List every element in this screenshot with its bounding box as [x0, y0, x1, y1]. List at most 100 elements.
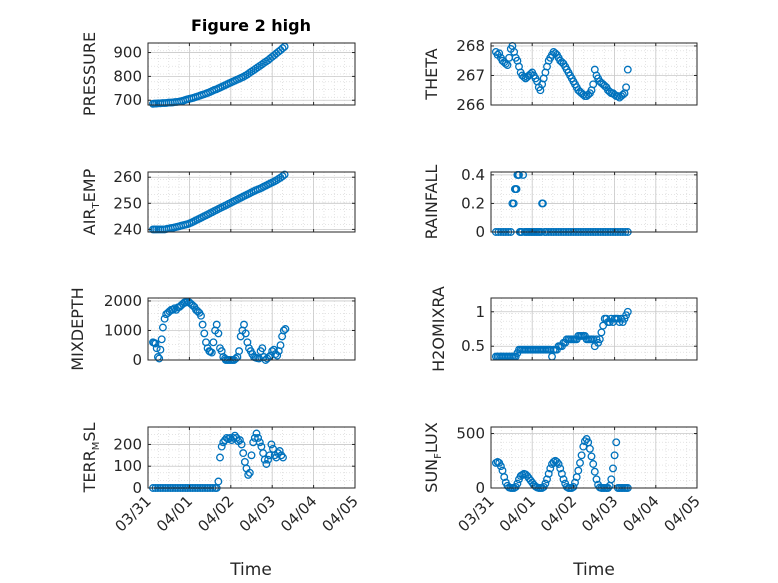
data-point	[554, 460, 563, 468]
data-point	[610, 451, 619, 460]
data-point	[230, 431, 239, 440]
data-point	[609, 464, 617, 473]
grid	[147, 43, 356, 105]
axes-box	[490, 42, 698, 106]
data-point	[224, 435, 233, 443]
grid	[490, 172, 698, 233]
data-point	[512, 185, 521, 194]
data-point	[559, 475, 568, 484]
data-point	[579, 442, 588, 451]
data-point	[200, 329, 209, 338]
data-point	[505, 53, 514, 62]
data-point	[589, 460, 598, 468]
y-tick-label: 0.5	[461, 337, 485, 355]
data-point	[597, 328, 606, 337]
data-point	[500, 473, 509, 482]
data-point	[151, 339, 160, 348]
data-point	[580, 437, 589, 446]
data-points	[149, 429, 287, 492]
y-axis-label: RAINFALL	[422, 165, 441, 240]
data-point	[254, 433, 263, 442]
y-tick-label: 200	[113, 435, 142, 453]
data-point	[574, 466, 583, 475]
data-point	[198, 320, 207, 329]
data-points	[149, 170, 289, 234]
data-point	[592, 475, 601, 484]
data-point	[513, 479, 522, 488]
axes-box	[147, 171, 356, 233]
data-point	[281, 325, 290, 333]
data-point	[623, 65, 632, 74]
axes-box	[147, 426, 356, 489]
data-point	[239, 449, 248, 458]
data-point	[276, 341, 285, 350]
x-axis-label-right: Time	[572, 560, 615, 580]
data-point	[556, 464, 565, 473]
data-point	[250, 433, 259, 442]
data-point	[589, 80, 598, 89]
data-point	[235, 347, 244, 356]
data-point	[541, 479, 550, 488]
grid	[147, 298, 356, 361]
data-point	[216, 453, 224, 462]
data-point	[214, 477, 223, 486]
data-point	[265, 451, 274, 460]
figure-title: Figure 2 high	[191, 16, 311, 35]
data-point	[587, 452, 596, 461]
data-point	[277, 451, 286, 460]
x-tick-label: 04/01	[153, 492, 196, 535]
data-point	[569, 482, 578, 491]
data-point	[275, 447, 284, 455]
x-tick-label: 04/04	[277, 492, 320, 535]
x-tick-label: 04/03	[578, 492, 621, 535]
data-point	[612, 438, 621, 447]
x-tick-label: 04/01	[496, 492, 539, 535]
pressure-chart: 700 800 900 PRESSURE	[80, 32, 356, 116]
data-point	[255, 438, 264, 447]
x-axis-label-left: Time	[229, 560, 272, 580]
y-tick-label: 500	[456, 425, 485, 443]
data-point	[520, 73, 528, 81]
x-tick-label: 04/04	[619, 492, 662, 535]
axes-box	[147, 297, 356, 361]
x-tick-label: 04/05	[319, 492, 362, 535]
data-point	[622, 83, 631, 92]
x-tick-label: 04/03	[236, 492, 279, 535]
data-point	[546, 464, 555, 473]
axes-box	[147, 42, 356, 106]
data-point	[260, 455, 269, 464]
h2omixra-chart: 0.5 1 H2OMIXRA	[429, 286, 698, 372]
y-tick-label: 900	[113, 44, 142, 62]
data-point	[279, 453, 287, 462]
axes-box	[490, 171, 698, 233]
data-point	[264, 455, 273, 464]
data-point	[267, 440, 276, 449]
data-point	[160, 314, 169, 323]
data-point	[273, 351, 282, 360]
data-point	[496, 462, 505, 471]
data-point	[576, 458, 584, 467]
data-point	[217, 442, 226, 451]
y-tick-label: 1000	[104, 321, 142, 339]
y-tick-label: 0.4	[461, 166, 485, 184]
y-tick-label: 0.2	[461, 194, 485, 212]
data-point	[209, 338, 218, 347]
data-point	[212, 320, 221, 329]
air-temp-chart: 240 250 260 AIRTEMP	[80, 168, 356, 238]
data-point	[552, 457, 561, 466]
y-axis-label: THETA	[422, 48, 441, 100]
data-points	[149, 297, 290, 364]
data-point	[241, 329, 250, 338]
data-points	[491, 307, 632, 361]
data-point	[607, 475, 616, 484]
data-point	[237, 440, 246, 449]
data-point	[262, 460, 271, 468]
data-point	[278, 44, 287, 53]
data-point	[157, 335, 166, 344]
data-point	[279, 326, 288, 335]
data-point	[258, 344, 267, 353]
axes-box	[490, 426, 698, 489]
data-point	[240, 320, 248, 329]
